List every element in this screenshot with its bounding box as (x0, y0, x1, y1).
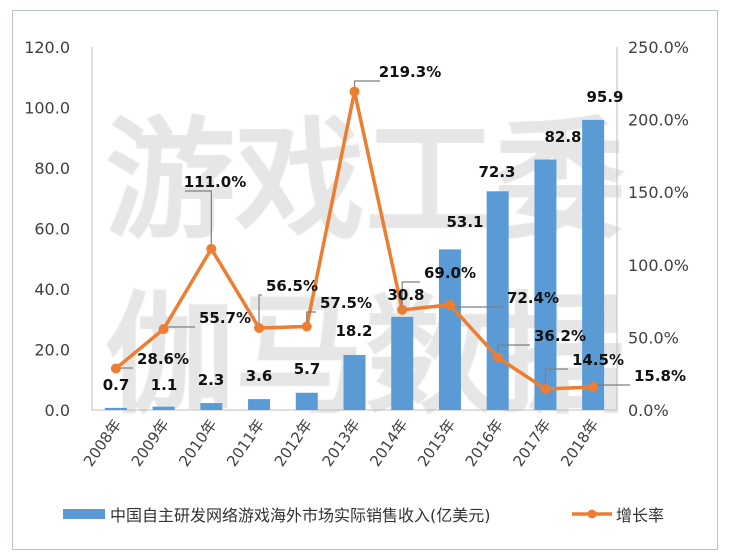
bar-data-label: 53.1 (446, 213, 483, 231)
left-tick-label: 80.0 (34, 159, 70, 178)
x-tick-label: 2013年 (319, 416, 364, 470)
right-tick-label: 150.0% (628, 183, 689, 202)
x-tick-label: 2010年 (175, 416, 220, 470)
leader-line (185, 190, 212, 249)
bar-data-label: 2.3 (198, 371, 225, 389)
x-tick-label: 2008年 (80, 416, 125, 470)
line-data-label: 28.6% (137, 350, 189, 368)
bar (343, 354, 366, 410)
x-tick-label: 2011年 (223, 416, 268, 470)
line-data-label: 55.7% (199, 309, 251, 327)
leader-line (258, 294, 262, 328)
x-tick-label: 2014年 (366, 416, 411, 470)
x-tick-label: 2016年 (462, 416, 507, 470)
bar-data-label: 30.8 (387, 286, 424, 304)
x-tick-label: 2017年 (509, 416, 554, 470)
line-data-label: 15.8% (634, 367, 686, 385)
x-tick-label: 2018年 (557, 416, 602, 470)
right-tick-label: 50.0% (628, 328, 679, 347)
line-data-label: 219.3% (379, 63, 441, 81)
left-tick-label: 40.0 (34, 280, 70, 299)
growth-point (397, 304, 408, 315)
bar (582, 119, 605, 410)
bar (295, 392, 318, 410)
line-data-label: 14.5% (572, 351, 624, 369)
bar-data-label: 72.3 (478, 163, 515, 181)
bar (534, 159, 557, 410)
growth-point (158, 324, 169, 335)
x-tick-label: 2015年 (414, 416, 459, 470)
bar-data-label: 3.6 (246, 367, 273, 385)
bar-data-label: 18.2 (335, 322, 372, 340)
line-data-label: 56.5% (266, 277, 318, 295)
growth-point (206, 243, 217, 254)
legend-line-marker (587, 509, 597, 519)
line-data-label: 72.4% (507, 289, 559, 307)
line-data-label: 36.2% (534, 327, 586, 345)
bar-data-label: 82.8 (544, 128, 581, 146)
bar-data-label: 1.1 (151, 376, 178, 394)
x-tick-label: 2012年 (271, 416, 316, 470)
growth-point (254, 322, 265, 333)
bar-data-label: 5.7 (294, 360, 321, 378)
left-tick-label: 60.0 (34, 220, 70, 239)
legend-bar-label: 中国自主研发网络游戏海外市场实际销售收入(亿美元) (110, 506, 491, 525)
growth-point (492, 352, 503, 363)
leader-line (544, 368, 568, 389)
right-tick-label: 200.0% (628, 111, 689, 130)
growth-point (588, 382, 599, 393)
line-data-label: 111.0% (184, 173, 246, 191)
bar (248, 399, 271, 410)
growth-point (110, 363, 121, 374)
line-data-label: 57.5% (320, 294, 372, 312)
left-tick-label: 0.0 (45, 401, 70, 420)
line-data-label: 69.0% (424, 264, 476, 282)
bar (152, 406, 175, 410)
legend-line-label: 增长率 (616, 506, 664, 525)
right-tick-label: 250.0% (628, 38, 689, 57)
left-tick-label: 100.0 (24, 99, 70, 118)
growth-point (349, 86, 360, 97)
bar-data-label: 95.9 (586, 88, 623, 106)
legend-bar-swatch (63, 509, 105, 519)
bar (104, 407, 127, 410)
right-tick-label: 0.0% (628, 401, 669, 420)
leader-line (401, 281, 420, 310)
bar-data-label: 0.7 (103, 376, 130, 394)
growth-point (540, 383, 551, 394)
left-tick-label: 20.0 (34, 341, 70, 360)
bar (438, 249, 461, 410)
x-tick-label: 2009年 (128, 416, 173, 470)
growth-point (444, 299, 455, 310)
bar (200, 403, 223, 410)
right-tick-label: 100.0% (628, 256, 689, 275)
bar (391, 316, 414, 410)
growth-line (114, 91, 594, 391)
left-tick-label: 120.0 (24, 38, 70, 57)
growth-point (301, 321, 312, 332)
bar (486, 191, 509, 410)
